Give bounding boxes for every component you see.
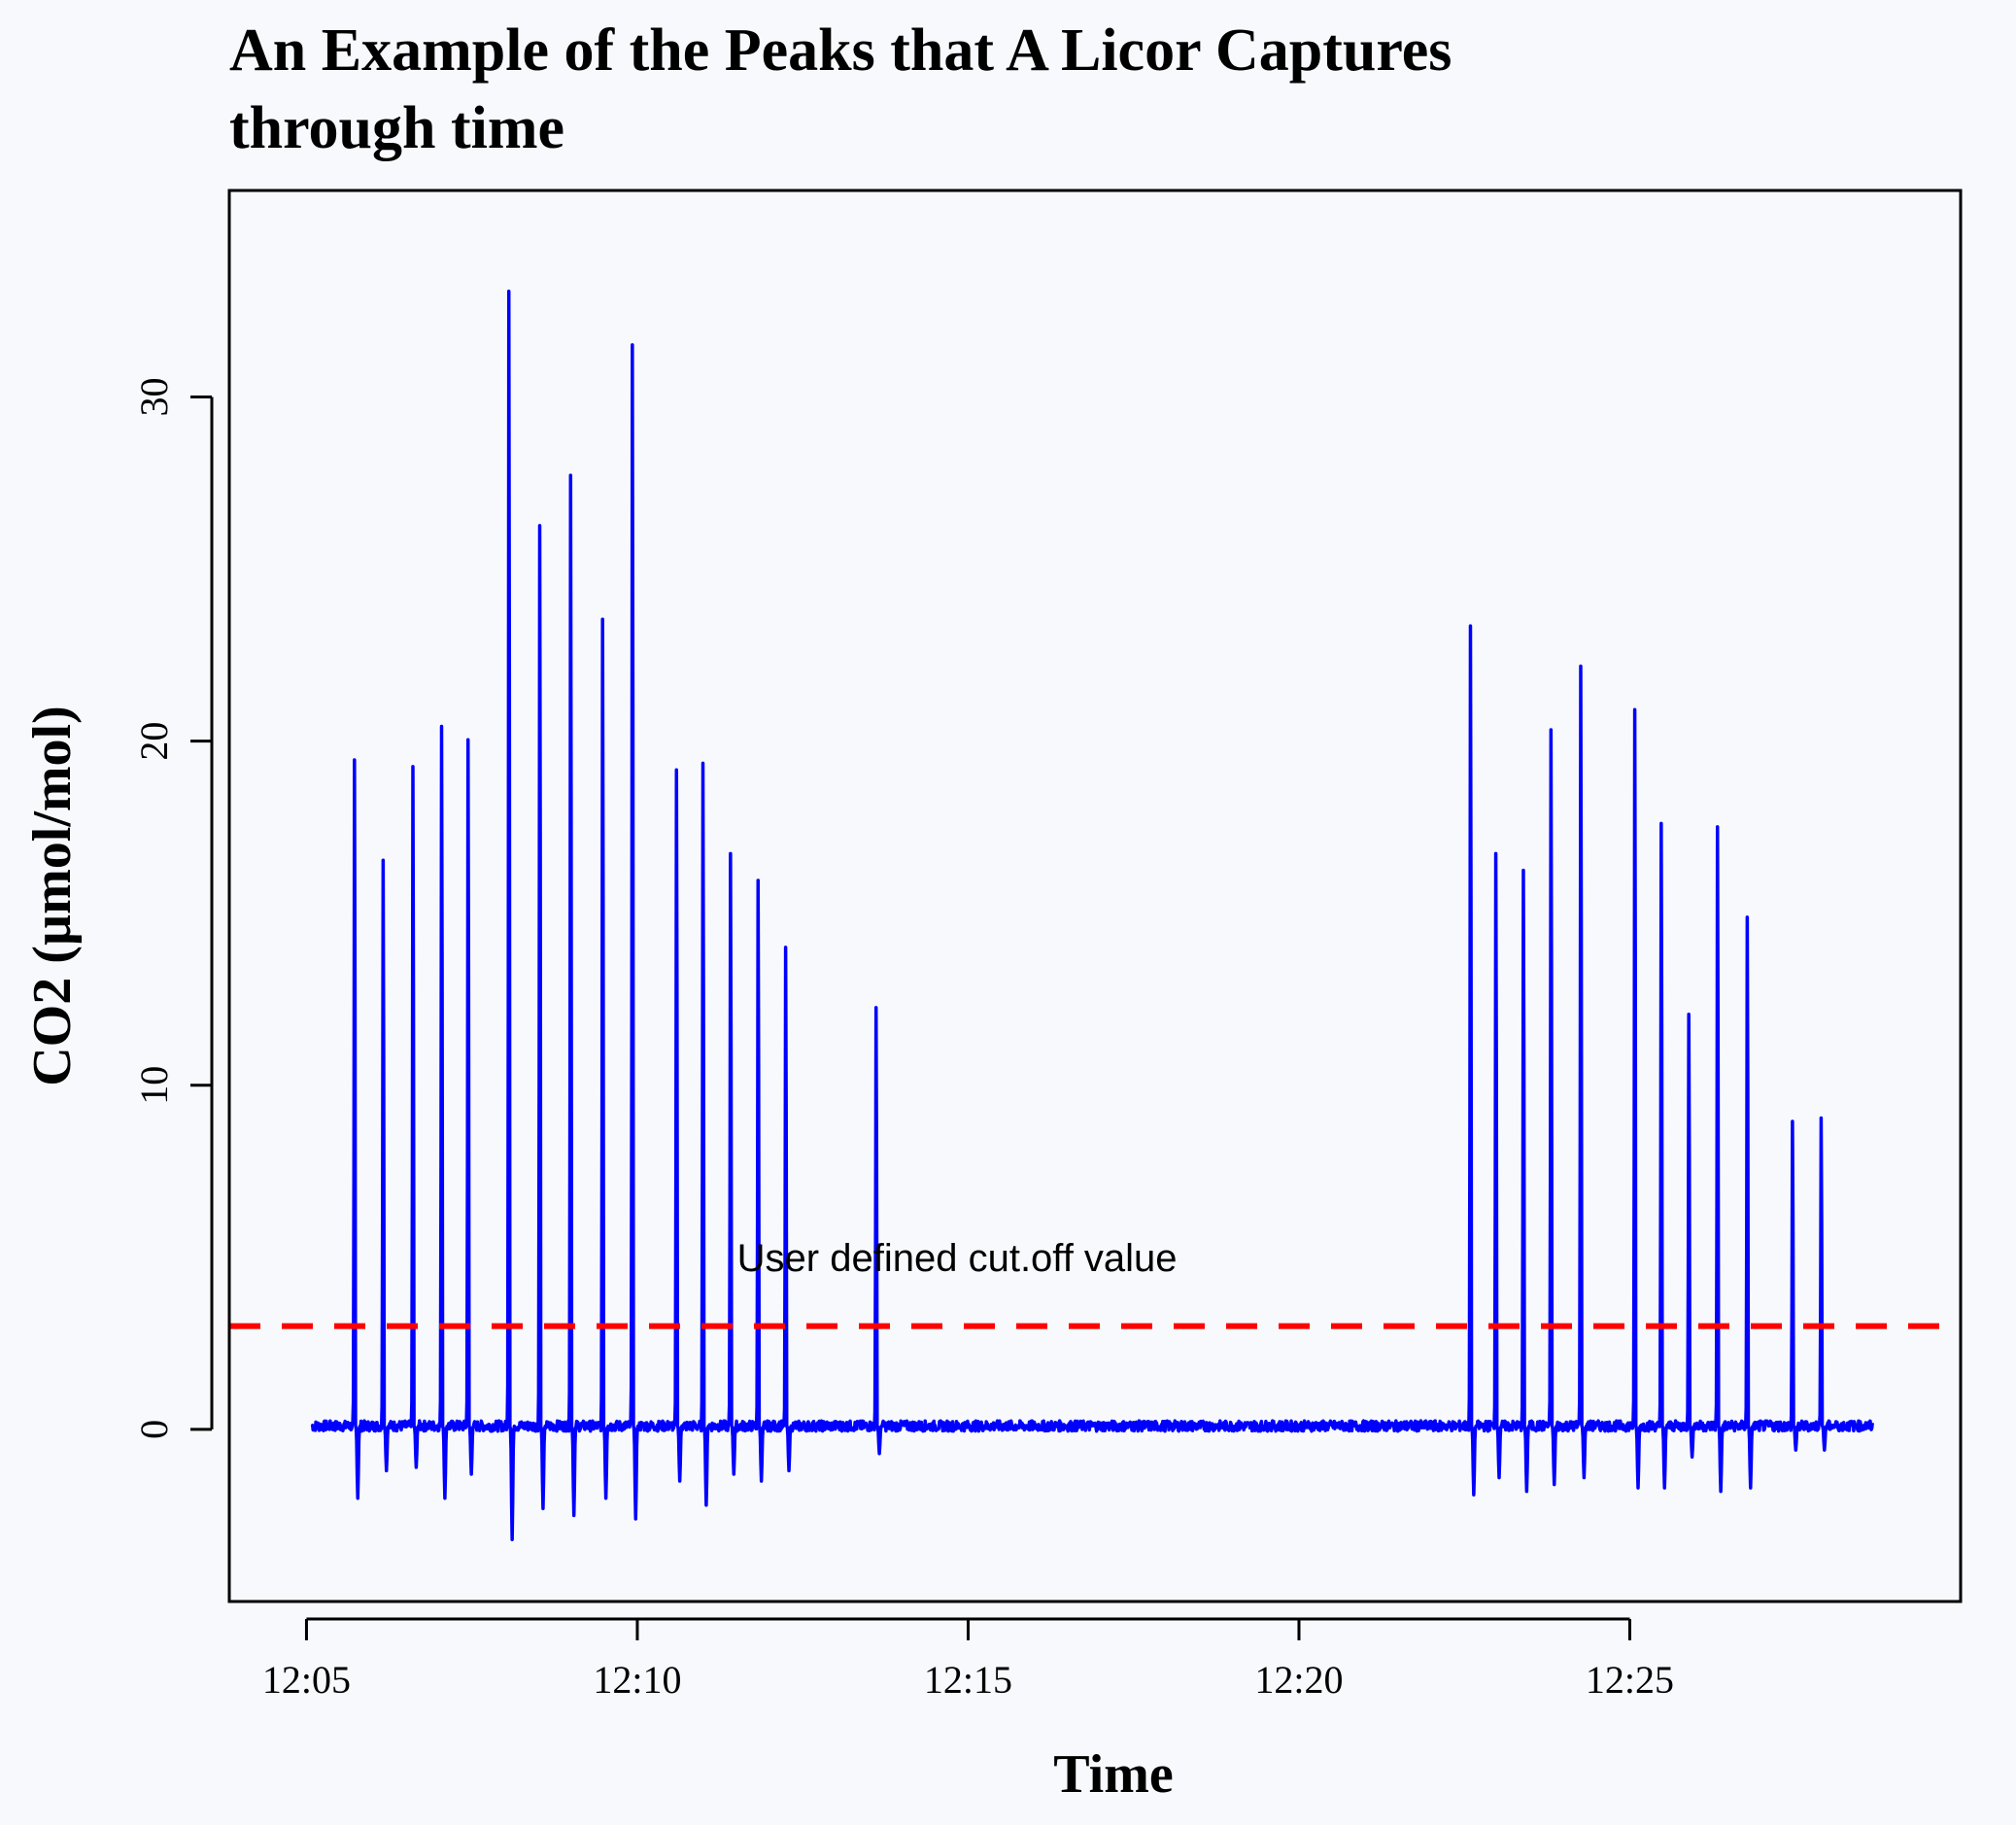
y-axis-label: CO2 (µmol/mol) xyxy=(22,706,83,1086)
cutoff-annotation: User defined cut.off value xyxy=(737,1237,1178,1280)
chart-title-line-1: An Example of the Peaks that A Licor Cap… xyxy=(229,17,1452,84)
y-axis: 0 10 20 30 xyxy=(132,377,214,1439)
x-tick-label: 12:15 xyxy=(924,1658,1012,1702)
x-axis-label: Time xyxy=(1053,1744,1173,1805)
x-axis: 12:05 12:10 12:15 12:20 12:25 xyxy=(262,1617,1674,1702)
x-tick-label: 12:25 xyxy=(1586,1658,1674,1702)
x-tick-label: 12:10 xyxy=(593,1658,681,1702)
x-tick-label: 12:20 xyxy=(1254,1658,1343,1702)
plot-frame xyxy=(227,189,1963,1603)
x-tick-label: 12:05 xyxy=(262,1658,351,1702)
chart-title-line-2: through time xyxy=(229,95,564,161)
y-tick-label: 20 xyxy=(132,722,176,761)
y-tick-label: 30 xyxy=(132,377,176,416)
co2-series-line xyxy=(310,289,1874,1541)
y-tick-label: 10 xyxy=(132,1066,176,1105)
y-tick-label: 0 xyxy=(132,1420,176,1439)
plot-area xyxy=(229,289,1961,1541)
